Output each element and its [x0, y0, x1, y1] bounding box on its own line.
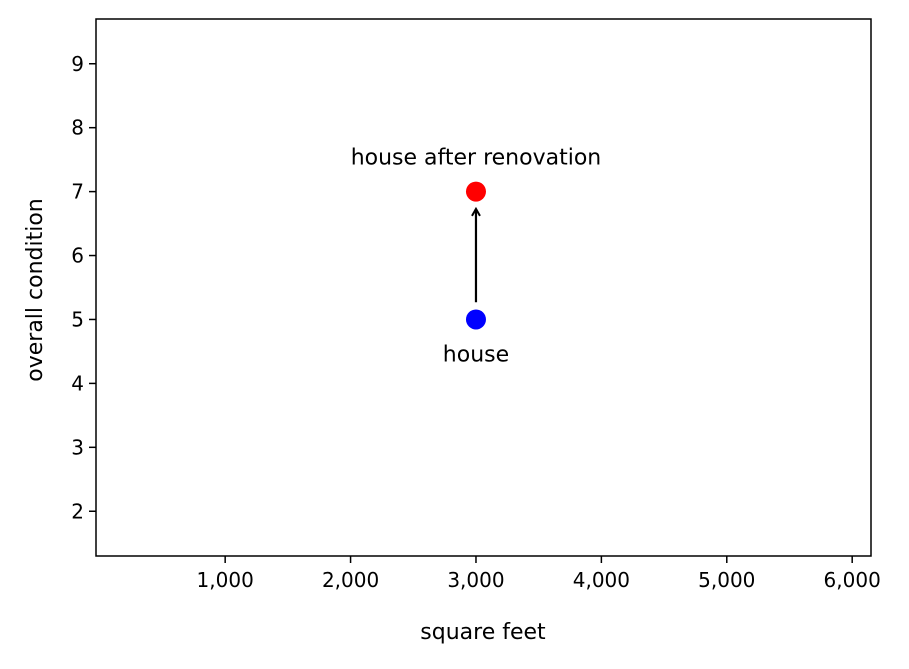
data-point — [465, 309, 486, 330]
x-axis: 1,000 2,000 3,000 4,000 5,000 6,000 — [197, 556, 881, 592]
data-point — [465, 181, 486, 202]
y-tick-label: 9 — [71, 52, 84, 76]
y-tick-label: 8 — [71, 116, 84, 140]
y-tick-label: 6 — [71, 244, 84, 268]
x-tick-label: 2,000 — [322, 568, 379, 592]
y-axis-label: overall condition — [23, 198, 48, 381]
x-tick-label: 4,000 — [573, 568, 630, 592]
data-point-label: house after renovation — [351, 146, 602, 171]
x-tick-label: 3,000 — [447, 568, 504, 592]
y-tick-label: 5 — [71, 307, 84, 331]
y-tick-label: 3 — [71, 435, 84, 459]
plot-area — [95, 18, 872, 557]
x-axis-label: square feet — [420, 620, 546, 645]
x-tick-label: 1,000 — [197, 568, 254, 592]
data-point-label: house — [443, 342, 509, 367]
y-axis: 2 3 4 5 6 7 8 9 — [71, 52, 96, 523]
data-points: house house after renovation — [351, 146, 602, 368]
y-tick-label: 2 — [71, 499, 84, 523]
y-tick-label: 7 — [71, 180, 84, 204]
x-tick-label: 6,000 — [824, 568, 881, 592]
x-tick-label: 5,000 — [698, 568, 755, 592]
y-tick-label: 4 — [71, 371, 84, 395]
